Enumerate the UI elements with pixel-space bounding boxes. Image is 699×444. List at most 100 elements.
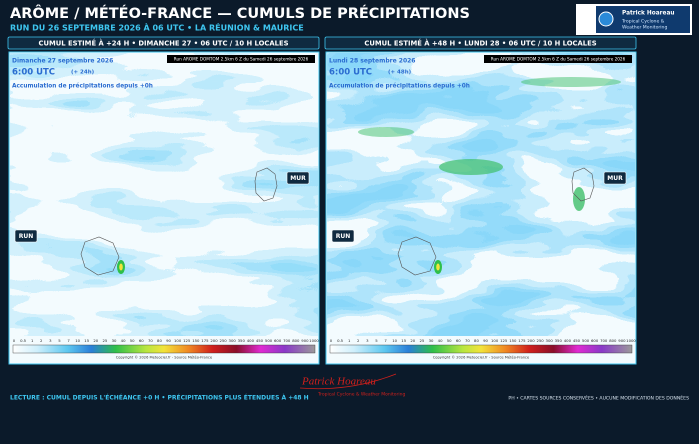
island-reunion <box>80 236 120 276</box>
colorbar-label: 125 <box>183 338 191 343</box>
colorbar-label: 400 <box>564 338 572 343</box>
run-info-box <box>167 55 315 63</box>
colorbar-label: 0 <box>330 338 333 343</box>
map: Run AROME DOMTOM 2.5km 6 Z du Samedi 26 … <box>8 51 320 365</box>
colorbar-label: 3 <box>49 338 52 343</box>
colorbar-label: 350 <box>238 338 246 343</box>
colorbar-label: 900 <box>618 338 626 343</box>
colorbar-label: 200 <box>527 338 535 343</box>
logo-tagline: Tropical Cyclone & <box>621 19 665 25</box>
colorbar-label: 90 <box>166 338 171 343</box>
colorbar-label: 500 <box>582 338 590 343</box>
copyright: Copyright © 2026 Meteociel.fr - Source M… <box>433 356 530 360</box>
colorbar-label: 250 <box>219 338 227 343</box>
colorbar-label: 15 <box>401 338 406 343</box>
colorbar-label: 150 <box>192 338 200 343</box>
map-lead: (+ 24h) <box>71 70 95 76</box>
colorbar-label: 3 <box>366 338 369 343</box>
colorbar-label: 450 <box>573 338 581 343</box>
map: Run AROME DOMTOM 2.5km 6 Z du Samedi 26 … <box>325 51 637 365</box>
colorbar-label: 5 <box>375 338 378 343</box>
colorbar-label: 80 <box>474 338 479 343</box>
panel: CUMUL ESTIMÉ À +48 H • LUNDI 28 • 06 UTC… <box>324 36 637 365</box>
colorbar <box>12 344 316 354</box>
precip-core <box>119 263 123 271</box>
title: ARÔME / MÉTÉO-FRANCE — CUMULS DE PRÉCIPI… <box>10 4 470 22</box>
panel-heading-bar <box>7 36 320 50</box>
colorbar-label: 20 <box>93 338 98 343</box>
place-label: RUN <box>336 233 351 240</box>
place-label-box <box>331 229 355 243</box>
colorbar-label: 30 <box>429 338 434 343</box>
colorbar-label: 50 <box>447 338 452 343</box>
colorbar-label: 900 <box>301 338 309 343</box>
place-label: RUN <box>19 233 34 240</box>
colorbar-label: 0.5 <box>337 338 344 343</box>
colorbar-label: 800 <box>292 338 300 343</box>
logo: Patrick Hoareau Tropical Cyclone & Weath… <box>576 4 692 35</box>
colorbar-label: 70 <box>465 338 470 343</box>
colorbar-label: 10 <box>75 338 80 343</box>
colorbar <box>329 344 633 354</box>
colorbar-label: 300 <box>546 338 554 343</box>
panel: CUMUL ESTIMÉ À +24 H • DIMANCHE 27 • 06 … <box>7 36 320 365</box>
run-info: Run AROME DOMTOM 2.5km 6 Z du Samedi 26 … <box>174 56 309 61</box>
colorbar-label: 250 <box>536 338 544 343</box>
colorbar-label: 600 <box>274 338 282 343</box>
colorbar-label: 450 <box>256 338 264 343</box>
place-label-box <box>14 229 38 243</box>
colorbar-label: 25 <box>102 338 107 343</box>
signature-tagline: Tropical Cyclone & Weather Monitoring <box>317 392 405 398</box>
colorbar-label: 100 <box>174 338 182 343</box>
colorbar-label: 200 <box>210 338 218 343</box>
colorbar-label: 60 <box>456 338 461 343</box>
colorbar-label: 90 <box>483 338 488 343</box>
colorbar-label: 1 <box>348 338 351 343</box>
subtitle: RUN DU 26 SEPTEMBRE 2026 À 06 UTC • LA R… <box>10 22 304 33</box>
footer-note: LECTURE : CUMUL DEPUIS L'ÉCHÉANCE +0 H •… <box>10 394 309 402</box>
panel-heading-bar <box>324 36 637 50</box>
colorbar-label: 350 <box>555 338 563 343</box>
colorbar-label: 1000 <box>309 338 319 343</box>
colorbar-label: 1 <box>31 338 34 343</box>
colorbar-label: 10 <box>392 338 397 343</box>
colorbar-label: 50 <box>130 338 135 343</box>
map-caption: Accumulation de précipitations depuis +0… <box>12 83 153 90</box>
map-time: 6:00 UTC <box>12 68 55 78</box>
colorbar-label: 800 <box>609 338 617 343</box>
colorbar-label: 7 <box>384 338 387 343</box>
island-mauritius <box>254 167 278 202</box>
colorbar-label: 150 <box>509 338 517 343</box>
panel-heading: CUMUL ESTIMÉ À +48 H • LUNDI 28 • 06 UTC… <box>364 39 596 48</box>
colorbar-label: 40 <box>438 338 443 343</box>
place-label-box <box>603 171 627 185</box>
island-reunion <box>397 236 437 276</box>
map-time: 6:00 UTC <box>329 68 372 78</box>
precip-field <box>10 53 318 336</box>
colorbar-label: 5 <box>58 338 61 343</box>
place-label: MUR <box>290 175 306 182</box>
precip-core <box>358 127 414 137</box>
colorbar-label: 2 <box>40 338 43 343</box>
colorbar-label: 2 <box>357 338 360 343</box>
place-label-box <box>286 171 310 185</box>
colorbar-label: 0 <box>13 338 16 343</box>
footer-credits: PH • CARTES SOURCES CONSERVÉES • AUCUNE … <box>508 394 689 402</box>
precip-field <box>327 53 635 336</box>
colorbar-label: 500 <box>265 338 273 343</box>
colorbar-label: 600 <box>591 338 599 343</box>
colorbar-label: 700 <box>600 338 608 343</box>
colorbar-label: 300 <box>229 338 237 343</box>
map-lead: (+ 48h) <box>388 70 412 76</box>
colorbar-label: 400 <box>247 338 255 343</box>
panel-heading: CUMUL ESTIMÉ À +24 H • DIMANCHE 27 • 06 … <box>38 39 288 48</box>
panels: CUMUL ESTIMÉ À +24 H • DIMANCHE 27 • 06 … <box>7 36 637 365</box>
colorbar-label: 175 <box>201 338 209 343</box>
map-date: Dimanche 27 septembre 2026 <box>12 58 113 65</box>
run-info-box <box>484 55 632 63</box>
colorbar-label: 70 <box>148 338 153 343</box>
colorbar-label: 80 <box>157 338 162 343</box>
place-label: MUR <box>607 175 623 182</box>
